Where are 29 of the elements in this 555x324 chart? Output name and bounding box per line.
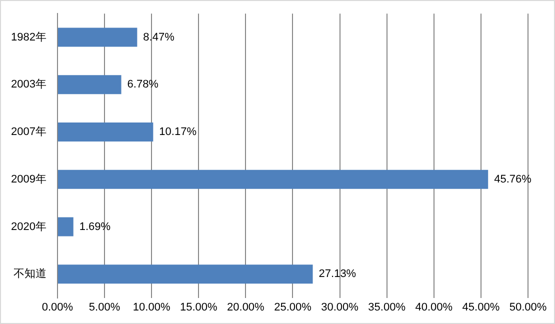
x-tick-label: 40.00% [415,301,453,314]
x-tick-label: 20.00% [227,301,265,314]
bar [58,264,313,284]
x-tick-label: 50.00% [509,301,547,314]
data-label: 6.78% [127,78,159,91]
y-tick-label: 2007年 [10,126,46,138]
data-label: 10.17% [159,126,197,138]
bar [58,28,138,47]
data-label: 45.76% [494,173,532,186]
y-tick-label: 不知道 [13,268,46,280]
bar [58,170,488,189]
data-label: 8.47% [143,31,175,44]
y-tick-label: 2003年 [10,78,46,91]
x-tick-label: 10.00% [132,301,170,314]
y-tick-label: 2009年 [10,173,46,186]
y-tick-label: 2020年 [10,220,46,233]
bar [58,122,154,142]
x-tick-label: 30.00% [321,301,359,314]
x-tick-label: 35.00% [368,301,406,314]
x-tick-label: 15.00% [180,301,218,314]
x-tick-label: 0.00% [42,301,74,314]
x-tick-label: 25.00% [274,301,312,314]
y-tick-label: 1982年 [10,31,46,44]
x-tick-label: 45.00% [462,301,500,314]
bar [58,75,122,94]
bar [58,217,74,236]
data-label: 1.69% [79,220,111,233]
data-label: 27.13% [318,268,356,280]
x-tick-label: 5.00% [88,301,120,314]
